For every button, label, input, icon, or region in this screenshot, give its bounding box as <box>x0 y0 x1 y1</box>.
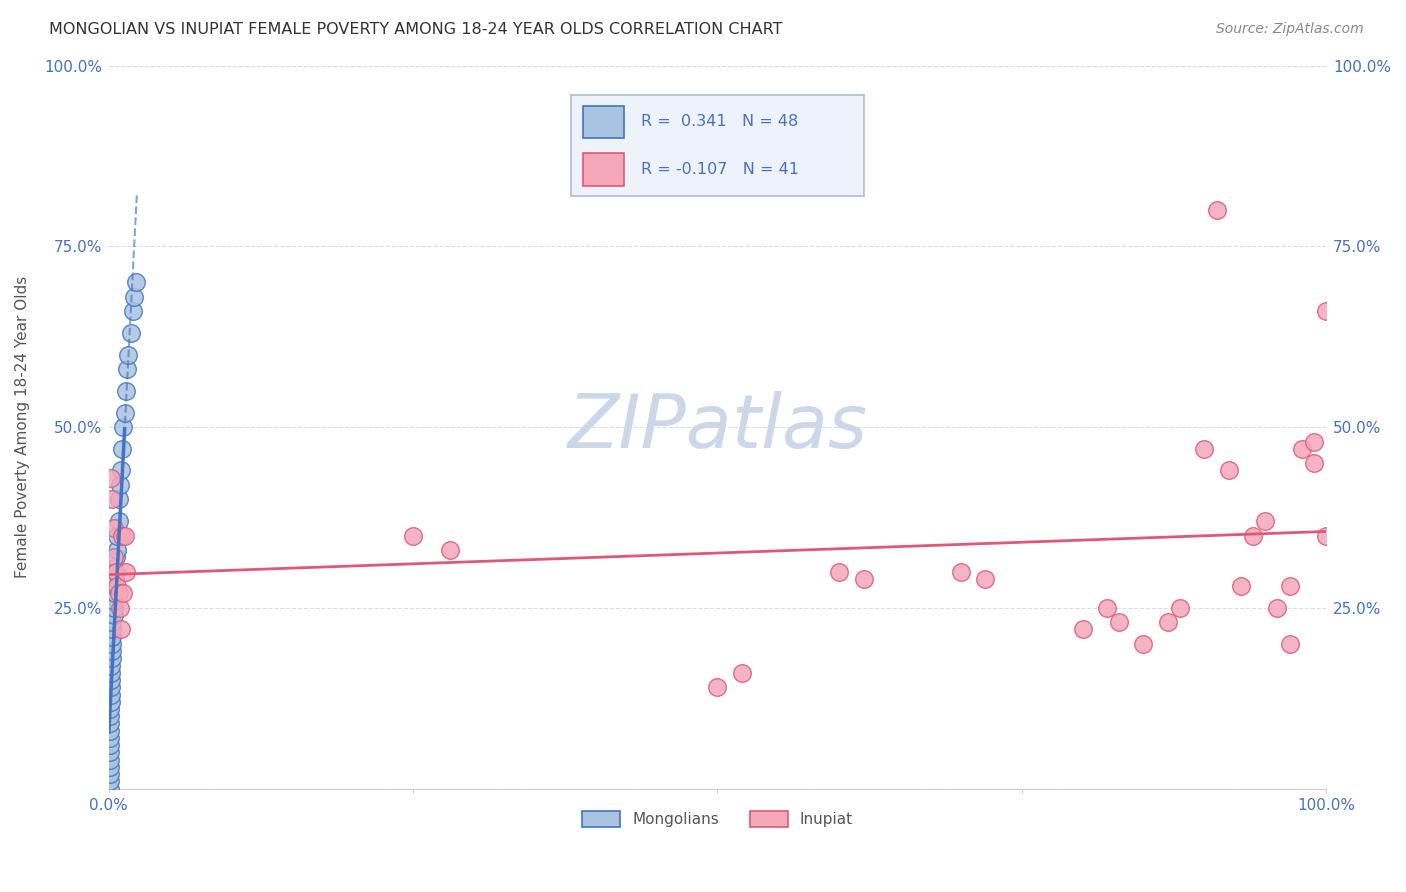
Point <box>1315 528 1337 542</box>
Point <box>1095 600 1118 615</box>
Point <box>98 716 121 731</box>
Point <box>105 528 128 542</box>
Point <box>100 681 122 695</box>
Point <box>100 695 122 709</box>
Point <box>120 326 142 340</box>
Point <box>949 565 972 579</box>
Point <box>98 709 121 723</box>
Point <box>105 579 128 593</box>
Point <box>98 781 121 796</box>
Point <box>124 276 146 290</box>
Point <box>101 644 124 658</box>
Point <box>731 665 754 680</box>
Point <box>1205 203 1227 218</box>
Point <box>98 774 121 789</box>
Point <box>115 384 138 398</box>
Point <box>107 586 129 600</box>
Point <box>105 543 128 558</box>
Point <box>402 528 425 542</box>
Point <box>1302 456 1324 470</box>
Point <box>101 492 124 507</box>
Point <box>104 586 127 600</box>
Point <box>104 572 127 586</box>
Point <box>115 362 138 376</box>
Point <box>103 593 125 607</box>
Point <box>828 565 851 579</box>
Point <box>101 623 124 637</box>
Legend: Mongolians, Inupiat: Mongolians, Inupiat <box>574 804 860 835</box>
Point <box>111 528 134 542</box>
Point <box>115 565 138 579</box>
Point <box>101 651 124 665</box>
Point <box>108 478 131 492</box>
Point <box>105 565 128 579</box>
Point <box>104 579 127 593</box>
Point <box>124 290 146 304</box>
Point <box>98 745 121 759</box>
Point <box>1157 615 1180 630</box>
Point <box>1267 600 1289 615</box>
Point <box>101 615 124 630</box>
Point <box>100 665 122 680</box>
Point <box>1315 304 1337 318</box>
Point <box>108 600 131 615</box>
Point <box>1302 434 1324 449</box>
Point <box>110 623 132 637</box>
Point <box>122 304 145 318</box>
Point <box>101 630 124 644</box>
Point <box>112 586 135 600</box>
Point <box>100 471 122 485</box>
Point <box>1254 514 1277 528</box>
Point <box>1278 579 1301 593</box>
Point <box>98 738 121 752</box>
Point <box>98 731 121 745</box>
Point <box>114 406 136 420</box>
Point <box>103 550 125 565</box>
Point <box>1218 463 1240 477</box>
Point <box>100 688 122 702</box>
Point <box>105 550 128 565</box>
Text: MONGOLIAN VS INUPIAT FEMALE POVERTY AMONG 18-24 YEAR OLDS CORRELATION CHART: MONGOLIAN VS INUPIAT FEMALE POVERTY AMON… <box>49 22 783 37</box>
Point <box>100 673 122 687</box>
Point <box>1241 528 1264 542</box>
Point <box>107 492 129 507</box>
Point <box>111 442 134 456</box>
Point <box>112 420 135 434</box>
Point <box>974 572 997 586</box>
Point <box>1168 600 1191 615</box>
Point <box>98 723 121 738</box>
Point <box>100 658 122 673</box>
Point <box>103 600 125 615</box>
Point <box>105 565 128 579</box>
Point <box>852 572 875 586</box>
Point <box>1278 637 1301 651</box>
Point <box>103 521 125 535</box>
Point <box>98 767 121 781</box>
Point <box>98 760 121 774</box>
Point <box>439 543 461 558</box>
Point <box>1132 637 1154 651</box>
Point <box>706 681 728 695</box>
Point <box>117 348 139 362</box>
Point <box>110 463 132 477</box>
Text: Source: ZipAtlas.com: Source: ZipAtlas.com <box>1216 22 1364 37</box>
Point <box>1291 442 1313 456</box>
Point <box>114 528 136 542</box>
Point <box>103 607 125 622</box>
Point <box>98 753 121 767</box>
Y-axis label: Female Poverty Among 18-24 Year Olds: Female Poverty Among 18-24 Year Olds <box>15 276 30 578</box>
Point <box>98 702 121 716</box>
Point <box>1071 623 1094 637</box>
Point <box>1230 579 1253 593</box>
Point <box>107 514 129 528</box>
Text: ZIPatlas: ZIPatlas <box>568 391 868 463</box>
Point <box>1108 615 1130 630</box>
Point <box>1194 442 1216 456</box>
Point <box>101 637 124 651</box>
